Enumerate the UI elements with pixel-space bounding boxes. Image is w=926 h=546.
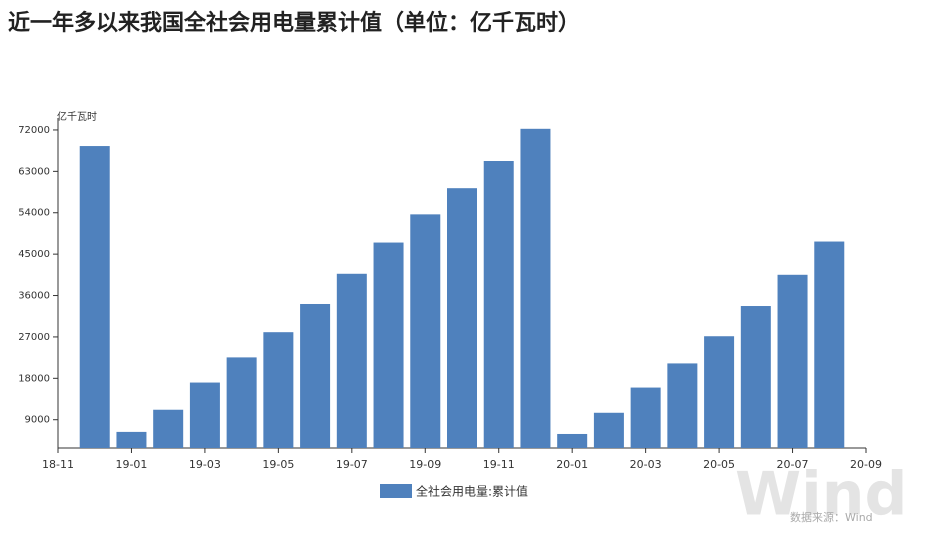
bar [593,412,624,448]
watermark: Wind [735,460,907,530]
x-tick-label: 20-07 [777,458,809,471]
bar [740,306,771,448]
x-tick-label: 19-05 [262,458,294,471]
bar [630,387,661,448]
x-tick-label: 18-11 [42,458,74,471]
x-tick-label: 19-01 [115,458,147,471]
bar [153,409,184,448]
bar [483,161,514,448]
y-tick-label: 36000 [18,291,50,302]
y-tick-label: 18000 [18,373,50,384]
x-tick-label: 20-03 [630,458,662,471]
source-note: 数据来源：Wind [790,510,873,524]
bar [373,242,404,448]
bar [410,214,441,448]
x-tick-label: 19-03 [189,458,221,471]
y-tick-label: 9000 [25,415,50,426]
x-tick-label: 19-09 [409,458,441,471]
bar [226,357,257,448]
x-tick-label: 19-11 [483,458,515,471]
bar [520,128,551,449]
legend-label: 全社会用电量:累计值 [416,484,528,499]
bar [557,433,588,448]
bar [814,241,845,448]
chart-title: 近一年多以来我国全社会用电量累计值（单位：亿千瓦时） [8,10,580,36]
bar [667,363,698,448]
bar [79,146,110,448]
bar [116,431,147,448]
bar [336,273,367,448]
y-tick-label: 54000 [18,208,50,219]
x-tick-label: 20-05 [703,458,735,471]
bar [777,274,808,448]
y-tick-label: 63000 [18,166,50,177]
bar [704,336,735,448]
y-tick-label: 27000 [18,332,50,343]
bar [447,188,477,448]
x-tick-label: 19-07 [336,458,368,471]
bar [263,332,294,448]
bar [300,303,331,448]
x-tick-label: 20-01 [556,458,588,471]
legend-swatch [380,484,412,498]
x-tick-label: 20-09 [850,458,882,471]
y-tick-label: 72000 [18,125,50,136]
y-axis-label: 亿千瓦时 [57,110,97,123]
y-tick-label: 45000 [18,249,50,260]
bar [189,382,220,448]
